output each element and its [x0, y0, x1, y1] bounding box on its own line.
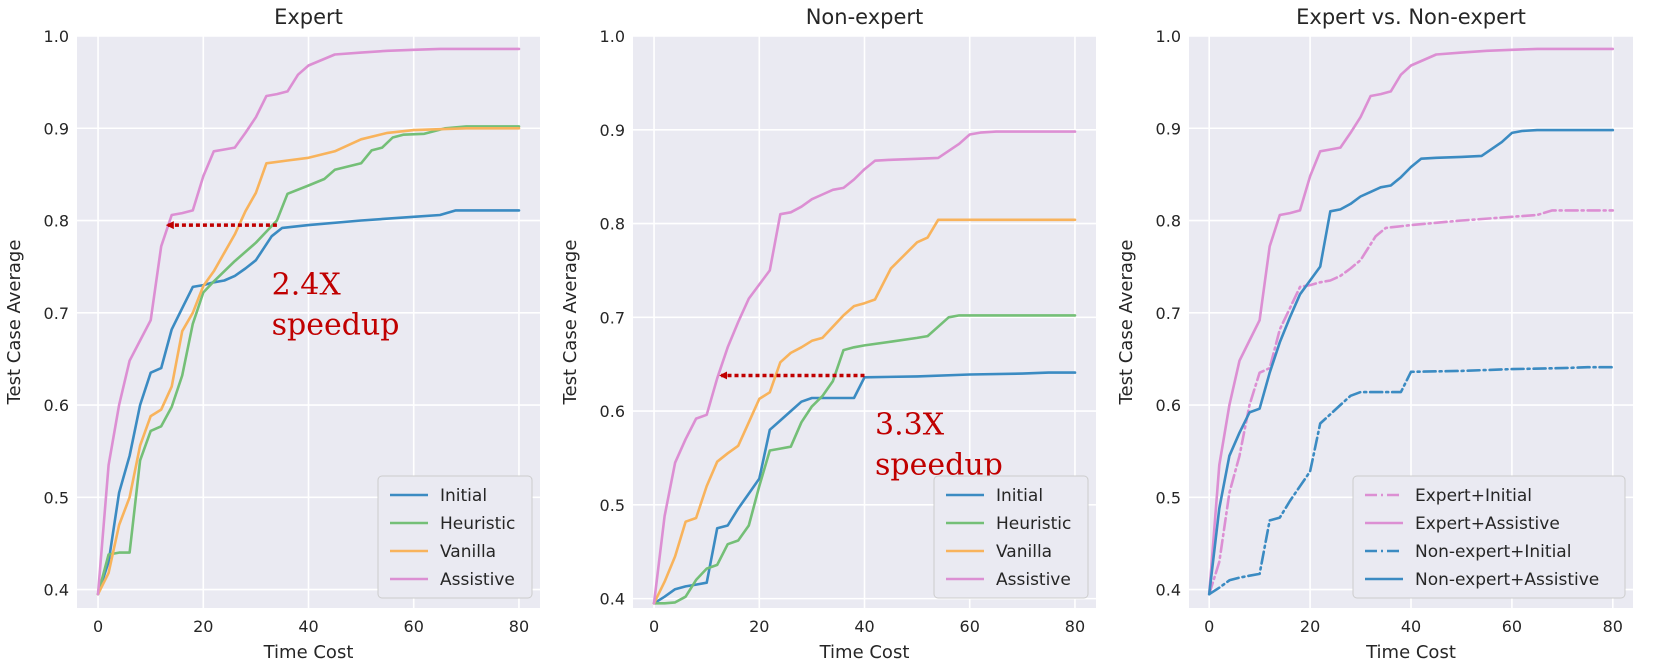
y-tick-label: 0.6	[1156, 396, 1181, 415]
y-tick-label: 0.4	[1156, 581, 1181, 600]
x-axis-label: Time Cost	[1365, 642, 1456, 663]
y-tick-label: 0.5	[1156, 488, 1181, 507]
x-tick-label: 20	[1300, 617, 1320, 636]
y-tick-label: 0.7	[600, 308, 625, 327]
legend-entry: Initial	[996, 486, 1043, 506]
y-tick-label: 0.8	[600, 215, 625, 234]
x-tick-label: 60	[404, 617, 424, 636]
y-tick-label: 0.8	[44, 212, 69, 231]
series-line-assistive	[96, 47, 521, 596]
y-tick-label: 0.8	[1156, 212, 1181, 231]
x-axis-label: Time Cost	[263, 642, 354, 663]
y-tick-label: 0.9	[44, 119, 69, 138]
x-tick-label: 40	[298, 617, 318, 636]
x-tick-label: 40	[1401, 617, 1421, 636]
speedup-annotation-text: 3.3X	[875, 408, 945, 443]
x-tick-label: 20	[749, 617, 769, 636]
series-line-heuristic	[652, 314, 1077, 605]
y-axis-label: Test Case Average	[560, 240, 581, 406]
x-tick-label: 40	[854, 617, 874, 636]
x-tick-label: 60	[1502, 617, 1522, 636]
legend-entry: Expert+Assistive	[1415, 514, 1560, 534]
chart-title: Expert vs. Non-expert	[1296, 5, 1526, 29]
legend-entry: Initial	[440, 486, 487, 506]
y-tick-label: 0.9	[600, 121, 625, 140]
x-tick-label: 0	[93, 617, 103, 636]
x-tick-label: 80	[509, 617, 529, 636]
legend-entry: Vanilla	[440, 542, 496, 562]
legend-entry: Assistive	[996, 570, 1071, 590]
series-line-initial	[96, 209, 521, 596]
series-line-expert-assistive	[1207, 47, 1615, 596]
legend-entry: Heuristic	[440, 514, 515, 534]
y-tick-label: 0.6	[600, 402, 625, 421]
y-tick-label: 0.4	[600, 590, 625, 609]
series-line-expert-initial	[1207, 209, 1615, 596]
legend-entry: Heuristic	[996, 514, 1071, 534]
y-axis-label: Test Case Average	[1116, 240, 1137, 406]
series-line-heuristic	[96, 125, 521, 596]
chart-panel-2: 0 20 40 60 80 0.4 0.5 0.6 0.7 0.8 0.9 1.0 Non-expert…	[560, 5, 1096, 663]
y-tick-label: 1.0	[600, 27, 625, 46]
y-tick-label: 0.5	[600, 496, 625, 515]
y-tick-label: 0.9	[1156, 119, 1181, 138]
y-tick-label: 0.7	[44, 304, 69, 323]
x-axis-label: Time Cost	[819, 642, 910, 663]
legend-box	[377, 475, 533, 599]
x-tick-label: 80	[1603, 617, 1623, 636]
y-tick-label: 0.4	[44, 581, 69, 600]
y-axis-label: Test Case Average	[4, 240, 25, 406]
speedup-annotation-text: speedup	[272, 307, 400, 342]
series-line-non-expert-assistive	[1207, 128, 1615, 596]
x-tick-label: 20	[193, 617, 213, 636]
x-tick-label: 0	[1204, 617, 1214, 636]
chart-panel-1: 0 20 40 60 80 0.4 0.5 0.6 0.7 0.8 0.9 1.0 Expert Time…	[4, 5, 540, 663]
series-line-vanilla	[96, 127, 521, 596]
x-tick-label: 80	[1065, 617, 1085, 636]
chart-panel-3: 0 20 40 60 80 0.4 0.5 0.6 0.7 0.8 0.9 1.0 Expert vs.…	[1116, 5, 1633, 663]
legend: Expert+Initial Expert+Assistive Non-expert…	[1352, 475, 1626, 599]
series-line-vanilla	[652, 218, 1077, 605]
chart-title: Non-expert	[806, 5, 924, 29]
chart-title: Expert	[274, 5, 343, 29]
legend: Initial Heuristic Vanilla Assistive	[377, 475, 533, 599]
y-tick-label: 0.7	[1156, 304, 1181, 323]
legend-entry: Non-expert+Initial	[1415, 542, 1571, 562]
y-tick-label: 0.6	[44, 396, 69, 415]
y-tick-label: 0.5	[44, 488, 69, 507]
y-tick-label: 1.0	[1156, 27, 1181, 46]
speedup-annotation-text: 2.4X	[272, 267, 342, 302]
legend-entry: Assistive	[440, 570, 515, 590]
legend-box	[1352, 475, 1626, 599]
legend-box	[933, 475, 1089, 599]
legend-entry: Expert+Initial	[1415, 486, 1532, 506]
x-tick-label: 60	[960, 617, 980, 636]
legend-entry: Vanilla	[996, 542, 1052, 562]
legend: Initial Heuristic Vanilla Assistive	[933, 475, 1089, 599]
x-tick-label: 0	[649, 617, 659, 636]
y-tick-label: 1.0	[44, 27, 69, 46]
series-line-non-expert-initial	[1207, 365, 1615, 596]
series-line-assistive	[652, 130, 1077, 605]
series-line-initial	[652, 371, 1077, 605]
legend-entry: Non-expert+Assistive	[1415, 570, 1599, 590]
